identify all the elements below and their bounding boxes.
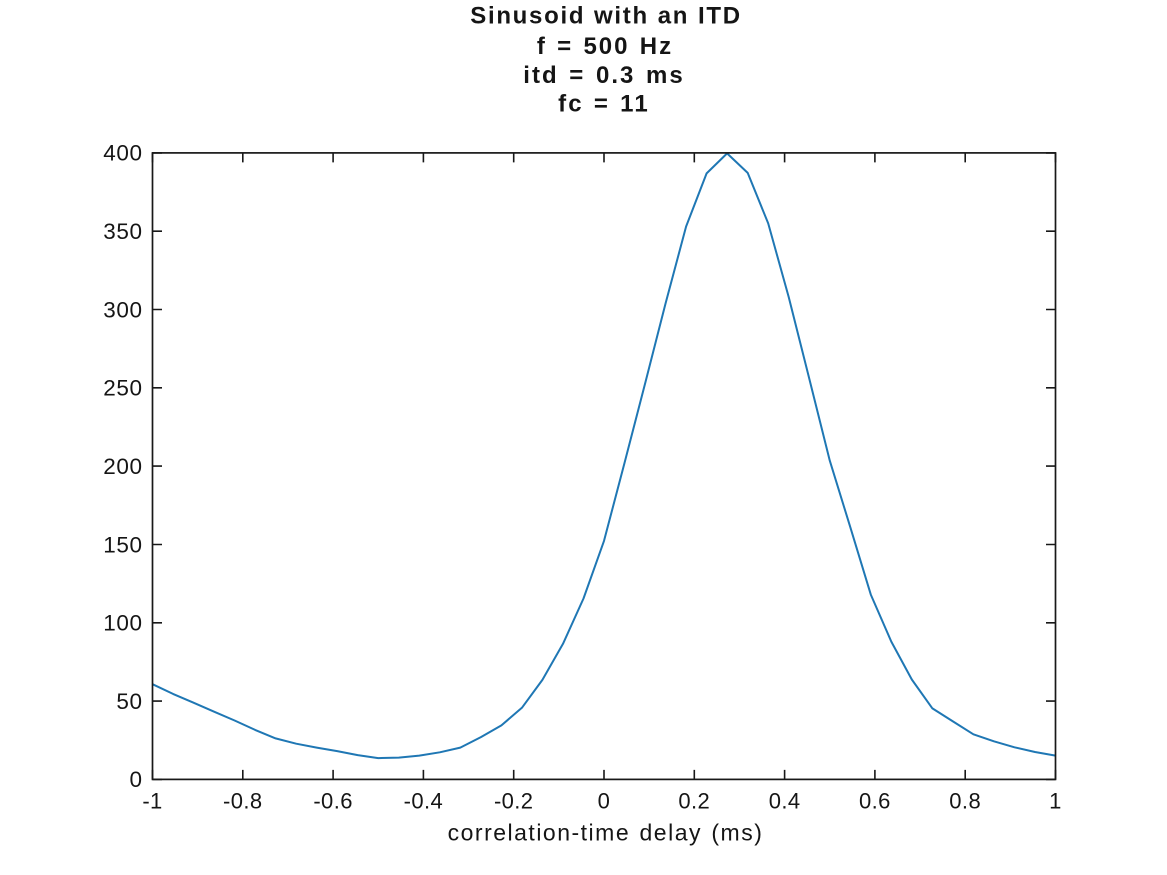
svg-text:0.2: 0.2 [678,788,710,813]
svg-text:correlation-time delay (ms): correlation-time delay (ms) [448,820,764,846]
svg-text:-0.6: -0.6 [313,788,353,813]
svg-text:0.6: 0.6 [859,788,891,813]
svg-text:itd = 0.3 ms: itd = 0.3 ms [523,62,684,89]
svg-text:400: 400 [103,141,142,166]
svg-text:50: 50 [116,689,142,714]
svg-text:-1: -1 [142,788,162,813]
svg-text:100: 100 [103,611,142,636]
svg-text:150: 150 [103,532,142,557]
svg-text:0: 0 [129,767,142,792]
svg-text:0.8: 0.8 [949,788,981,813]
svg-text:0.4: 0.4 [769,788,801,813]
svg-text:300: 300 [103,297,142,322]
svg-text:Sinusoid with an ITD: Sinusoid with an ITD [470,2,742,29]
svg-text:-0.2: -0.2 [494,788,534,813]
svg-text:-0.4: -0.4 [404,788,444,813]
svg-text:fc = 11: fc = 11 [558,91,650,118]
svg-text:350: 350 [103,219,142,244]
svg-text:0: 0 [598,788,611,813]
svg-text:200: 200 [103,454,142,479]
svg-text:1: 1 [1049,788,1062,813]
svg-text:-0.8: -0.8 [223,788,263,813]
svg-text:f = 500 Hz: f = 500 Hz [537,33,673,60]
svg-text:250: 250 [103,376,142,401]
